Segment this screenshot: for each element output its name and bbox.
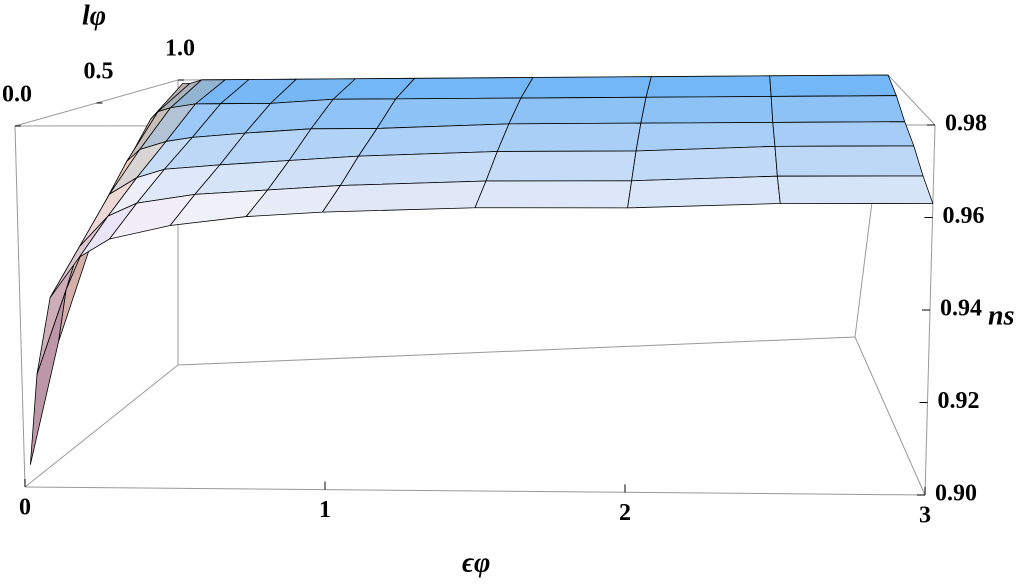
box-edge: [854, 336, 926, 496]
surface-patch: [770, 95, 906, 123]
x-tick-label: 0: [19, 495, 31, 521]
surface-patch: [339, 151, 498, 186]
surface-patch: [631, 145, 778, 182]
surface-patch: [322, 180, 487, 213]
surface-patch: [776, 175, 934, 205]
box-edge: [24, 486, 926, 496]
y-tick-label: 0.0: [2, 82, 32, 108]
y-tick-label: 1.0: [165, 36, 195, 62]
x-tick-label: 3: [919, 503, 931, 529]
z-tick-label: 0.96: [943, 203, 985, 229]
surface-patch: [358, 123, 510, 157]
z-axis-label: ns: [988, 300, 1015, 331]
z-tick-label: 0.90: [935, 481, 977, 507]
surface-patch: [645, 75, 772, 98]
surface-patch: [774, 145, 924, 177]
surface-patch: [395, 77, 534, 100]
y-tick-label: 0.5: [84, 59, 114, 85]
box-edge: [14, 125, 26, 488]
surface-patch: [485, 150, 637, 182]
x-tick-label: 1: [319, 497, 331, 523]
box-edge: [24, 364, 179, 488]
surface-patch: [772, 121, 915, 147]
box-edge: [177, 336, 856, 366]
x-tick-label: 2: [619, 500, 631, 526]
z-tick-label: 0.92: [938, 388, 980, 414]
box-edge: [887, 74, 936, 126]
surface-patch: [474, 180, 633, 209]
y-axis-label: lφ: [82, 0, 106, 31]
x-axis-label: ϵφ: [462, 547, 490, 578]
surface-patch: [508, 96, 647, 125]
z-tick-label: 0.94: [940, 296, 982, 322]
surface-patch: [640, 96, 774, 124]
surface-patch: [520, 76, 652, 99]
z-tick-label: 0.98: [945, 111, 987, 137]
surface-patch: [496, 122, 642, 152]
surface-patch: [769, 74, 897, 97]
surface-patch: [627, 175, 781, 209]
